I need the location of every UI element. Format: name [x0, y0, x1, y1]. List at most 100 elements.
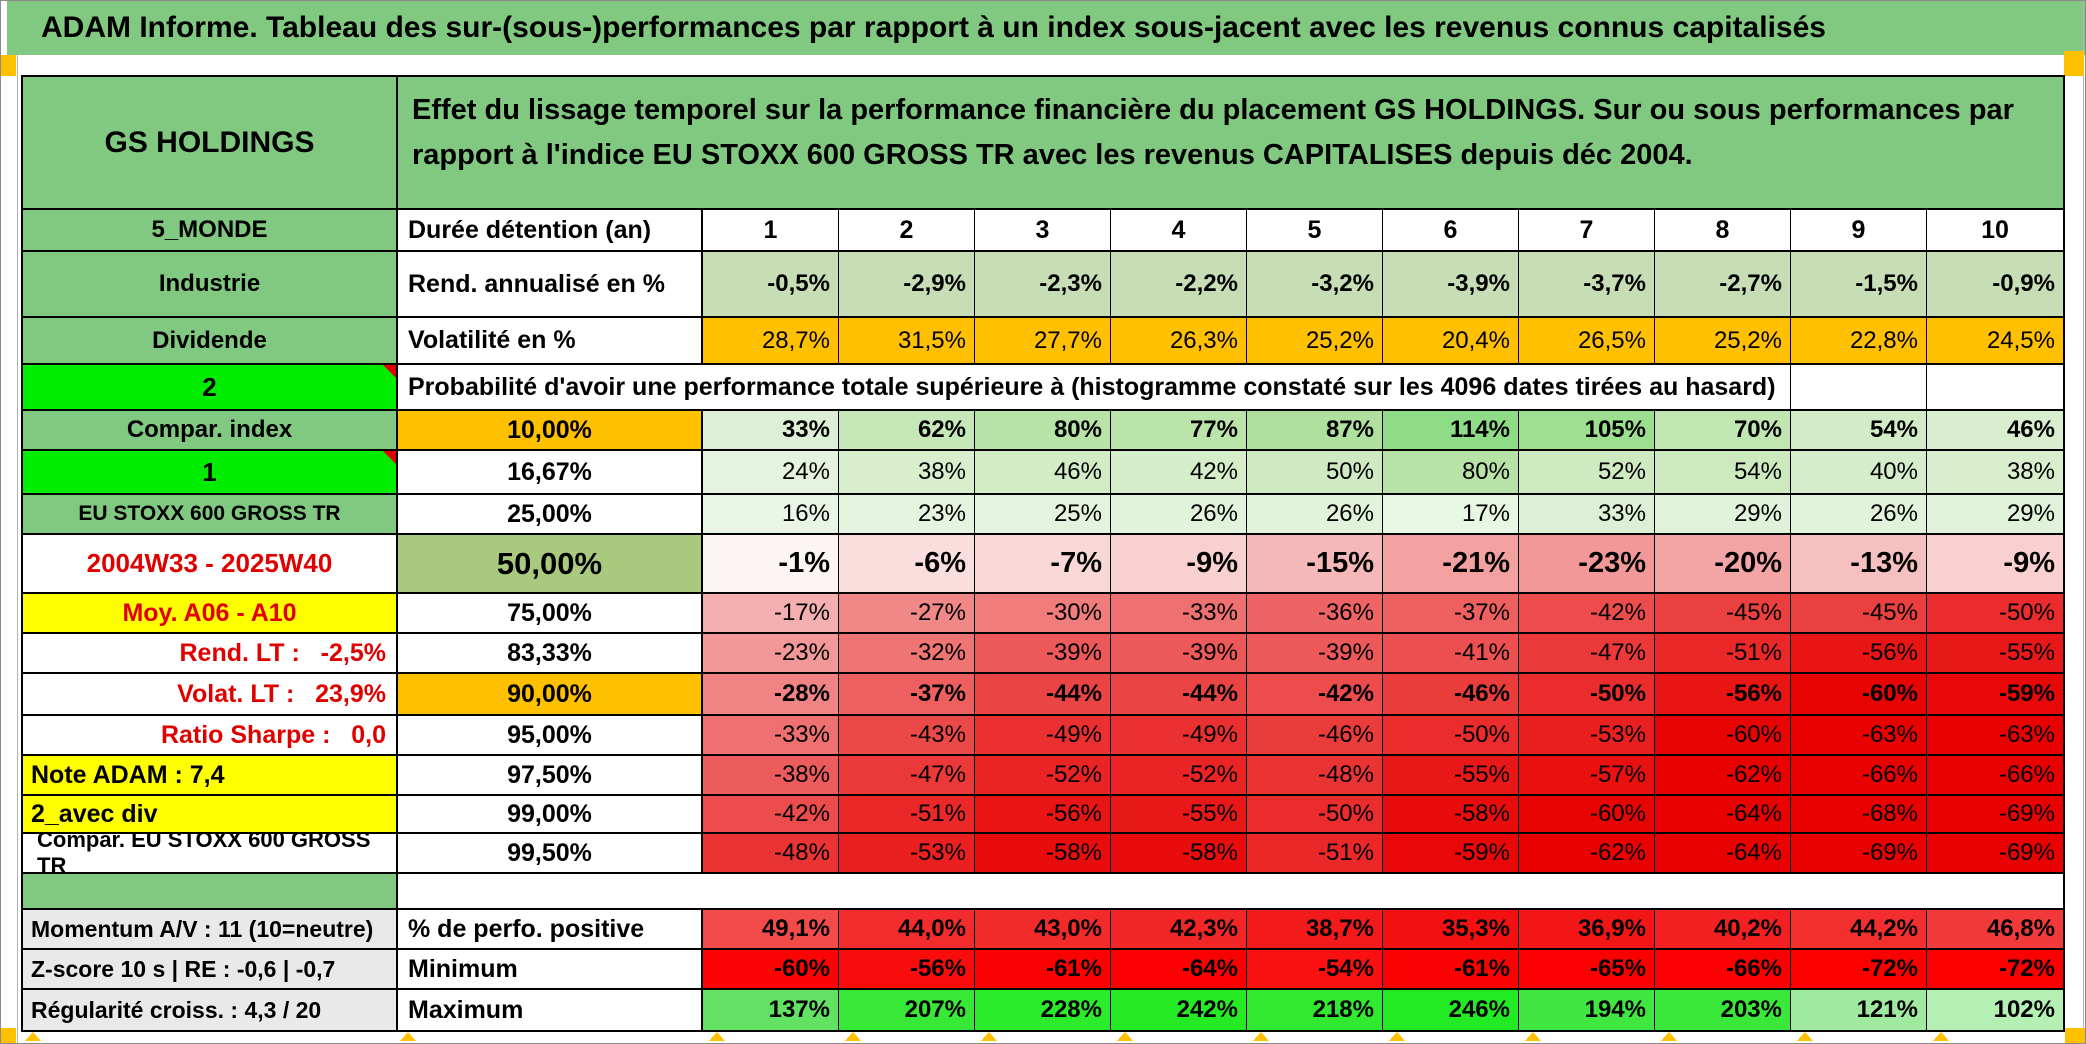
table-cell[interactable]: -63% — [1927, 716, 2063, 754]
table-cell[interactable]: -30% — [975, 594, 1111, 632]
table-cell[interactable]: -1% — [703, 535, 839, 592]
table-cell[interactable]: 80% — [1383, 451, 1519, 493]
table-cell[interactable]: -23% — [1519, 535, 1655, 592]
table-cell[interactable]: -51% — [1247, 834, 1383, 872]
table-cell[interactable]: -64% — [1111, 950, 1247, 988]
table-cell[interactable]: 6 — [1383, 210, 1519, 250]
table-cell[interactable]: -21% — [1383, 535, 1519, 592]
row-key-cell[interactable]: Volatilité en % — [398, 318, 703, 363]
table-cell[interactable]: 25% — [975, 495, 1111, 533]
table-cell[interactable]: -39% — [975, 634, 1111, 672]
table-cell[interactable]: -56% — [839, 950, 975, 988]
table-cell[interactable]: -44% — [975, 674, 1111, 714]
table-cell[interactable]: -53% — [1519, 716, 1655, 754]
table-cell[interactable]: -43% — [839, 716, 975, 754]
table-cell[interactable]: 242% — [1111, 990, 1247, 1030]
table-cell[interactable]: -61% — [1383, 950, 1519, 988]
table-cell[interactable]: 43,0% — [975, 910, 1111, 948]
table-cell[interactable]: 54% — [1791, 411, 1927, 449]
table-cell[interactable]: -2,3% — [975, 252, 1111, 316]
row-label[interactable]: Régularité croiss. : 4,3 / 20 — [23, 990, 398, 1030]
table-cell[interactable]: -46% — [1383, 674, 1519, 714]
table-cell[interactable]: 20,4% — [1383, 318, 1519, 363]
table-cell[interactable]: -2,2% — [1111, 252, 1247, 316]
table-cell[interactable]: 40,2% — [1655, 910, 1791, 948]
table-cell[interactable]: 228% — [975, 990, 1111, 1030]
row-label[interactable]: Industrie — [23, 252, 398, 316]
table-cell[interactable]: -38% — [703, 756, 839, 794]
table-cell[interactable]: -42% — [1247, 674, 1383, 714]
table-cell[interactable]: 22,8% — [1791, 318, 1927, 363]
table-cell[interactable]: -27% — [839, 594, 975, 632]
table-cell[interactable]: -64% — [1655, 834, 1791, 872]
table-cell[interactable]: -7% — [975, 535, 1111, 592]
table-cell[interactable]: 16% — [703, 495, 839, 533]
table-cell[interactable]: -33% — [1111, 594, 1247, 632]
table-cell[interactable]: -49% — [975, 716, 1111, 754]
row-label[interactable]: Z-score 10 s | RE : -0,6 | -0,7 — [23, 950, 398, 988]
row-label[interactable]: Volat. LT : 23,9% — [23, 674, 398, 714]
row-label[interactable]: EU STOXX 600 GROSS TR — [23, 495, 398, 533]
table-cell[interactable]: -68% — [1791, 796, 1927, 832]
table-cell[interactable]: -53% — [839, 834, 975, 872]
table-cell[interactable]: -56% — [975, 796, 1111, 832]
table-cell[interactable]: -56% — [1655, 674, 1791, 714]
row-key-cell[interactable]: 83,33% — [398, 634, 703, 672]
table-cell[interactable]: 27,7% — [975, 318, 1111, 363]
table-cell[interactable]: -66% — [1655, 950, 1791, 988]
table-cell[interactable]: -46% — [1247, 716, 1383, 754]
table-cell[interactable]: -48% — [703, 834, 839, 872]
table-cell[interactable]: 46% — [1927, 411, 2063, 449]
table-cell[interactable]: 54% — [1655, 451, 1791, 493]
table-cell[interactable]: -42% — [703, 796, 839, 832]
table-cell[interactable]: -55% — [1927, 634, 2063, 672]
row-key-cell[interactable]: 99,00% — [398, 796, 703, 832]
table-cell[interactable]: 207% — [839, 990, 975, 1030]
table-cell[interactable]: -6% — [839, 535, 975, 592]
row-key-cell[interactable]: 10,00% — [398, 411, 703, 449]
row-key-cell[interactable]: Minimum — [398, 950, 703, 988]
row-key-cell[interactable]: 97,50% — [398, 756, 703, 794]
table-cell[interactable]: 50% — [1247, 451, 1383, 493]
table-cell[interactable]: -3,7% — [1519, 252, 1655, 316]
table-cell[interactable]: 77% — [1111, 411, 1247, 449]
table-cell[interactable]: 3 — [975, 210, 1111, 250]
table-cell[interactable]: -55% — [1111, 796, 1247, 832]
table-cell[interactable]: 36,9% — [1519, 910, 1655, 948]
table-cell[interactable]: -72% — [1791, 950, 1927, 988]
row-label[interactable]: Compar. index — [23, 411, 398, 449]
row-key-cell[interactable]: Maximum — [398, 990, 703, 1030]
table-cell[interactable]: -37% — [1383, 594, 1519, 632]
row-key-cell[interactable]: 75,00% — [398, 594, 703, 632]
row-label[interactable]: Moy. A06 - A10 — [23, 594, 398, 632]
table-cell[interactable]: -50% — [1927, 594, 2063, 632]
row-key-cell[interactable]: Rend. annualisé en % — [398, 252, 703, 316]
table-cell[interactable]: 25,2% — [1655, 318, 1791, 363]
table-cell[interactable]: -69% — [1927, 796, 2063, 832]
table-cell[interactable]: -13% — [1791, 535, 1927, 592]
table-cell[interactable]: -49% — [1111, 716, 1247, 754]
table-cell[interactable]: -60% — [703, 950, 839, 988]
row-key-cell[interactable]: 99,50% — [398, 834, 703, 872]
table-cell[interactable]: -66% — [1927, 756, 2063, 794]
table-cell[interactable]: -63% — [1791, 716, 1927, 754]
table-cell[interactable]: -3,2% — [1247, 252, 1383, 316]
table-cell[interactable]: 38% — [839, 451, 975, 493]
table-cell[interactable]: -58% — [1111, 834, 1247, 872]
table-cell[interactable]: -28% — [703, 674, 839, 714]
table-cell[interactable]: 102% — [1927, 990, 2063, 1030]
table-cell[interactable]: 26% — [1111, 495, 1247, 533]
table-description-cell[interactable]: Effet du lissage temporel sur la perform… — [412, 94, 2014, 171]
row-key-cell[interactable]: 25,00% — [398, 495, 703, 533]
table-cell[interactable]: -17% — [703, 594, 839, 632]
table-cell[interactable]: 10 — [1927, 210, 2063, 250]
table-cell[interactable]: -52% — [1111, 756, 1247, 794]
table-cell[interactable]: 9 — [1791, 210, 1927, 250]
table-cell[interactable]: -2,7% — [1655, 252, 1791, 316]
table-cell[interactable]: 2 — [839, 210, 975, 250]
row-label[interactable]: 5_MONDE — [23, 210, 398, 250]
table-cell[interactable]: -57% — [1519, 756, 1655, 794]
table-cell[interactable]: -55% — [1383, 756, 1519, 794]
table-cell[interactable]: 8 — [1655, 210, 1791, 250]
table-cell[interactable]: -52% — [975, 756, 1111, 794]
